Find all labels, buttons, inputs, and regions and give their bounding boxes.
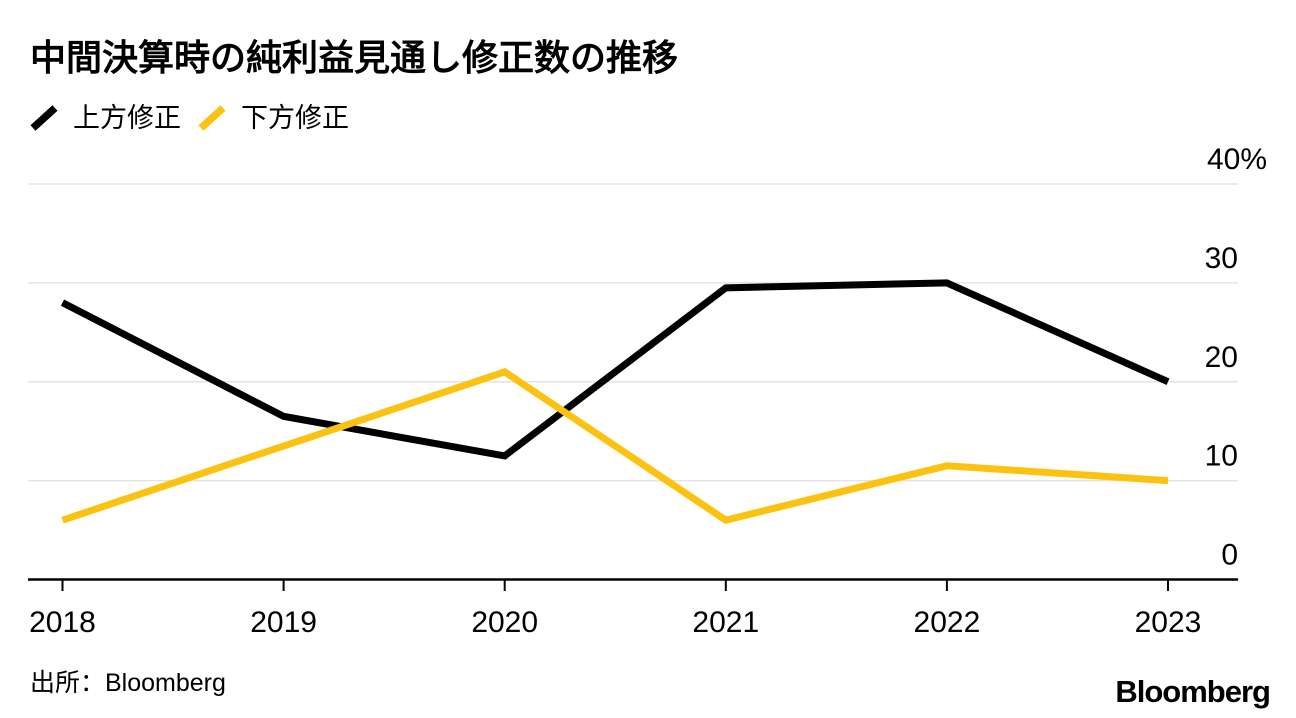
x-axis-label: 2023 (1135, 606, 1202, 639)
chart-title: 中間決算時の純利益見通し修正数の推移 (30, 37, 679, 78)
legend: 上方修正 下方修正 (30, 102, 349, 134)
y-axis-label: 10 (1205, 440, 1238, 473)
downward-revision-swatch-icon (198, 105, 226, 131)
bloomberg-logo: Bloomberg (1115, 674, 1271, 709)
y-axis-label: 30 (1205, 242, 1238, 275)
legend-item-upward-revision: 上方修正 (30, 102, 181, 134)
legend-item-downward-revision: 下方修正 (198, 102, 349, 134)
x-axis-label: 2020 (471, 606, 538, 639)
legend-label-downward-revision: 下方修正 (241, 103, 349, 133)
downward-revision-line (61, 367, 1169, 524)
upward-revision-line (60, 279, 1170, 460)
legend-label-upward-revision: 上方修正 (73, 103, 181, 133)
x-axis-label: 2021 (692, 606, 759, 639)
x-axis-label: 2019 (250, 606, 317, 639)
y-axis-label: 40% (1207, 143, 1267, 176)
source-note: 出所：Bloomberg (30, 669, 226, 697)
x-axis-label: 2022 (914, 606, 981, 639)
y-axis-label: 0 (1221, 539, 1238, 572)
y-axis-label: 20 (1205, 341, 1238, 374)
upward-revision-swatch-icon (30, 105, 58, 131)
x-axis-label: 2018 (29, 606, 96, 639)
